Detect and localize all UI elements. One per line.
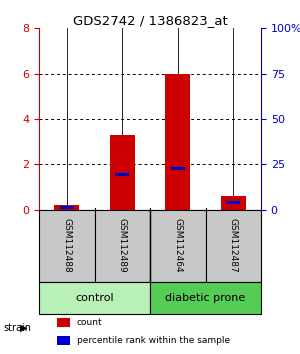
Bar — [39, 282, 150, 314]
Bar — [94, 210, 150, 282]
Text: GSM112487: GSM112487 — [229, 218, 238, 273]
Bar — [39, 210, 94, 282]
Bar — [165, 74, 190, 210]
Text: strain: strain — [3, 323, 31, 333]
Text: percentile rank within the sample: percentile rank within the sample — [77, 336, 230, 345]
Bar — [171, 167, 185, 171]
Bar — [226, 201, 240, 204]
Bar — [206, 210, 261, 282]
Bar — [57, 336, 70, 345]
Text: GSM112488: GSM112488 — [62, 218, 71, 273]
Text: count: count — [77, 318, 102, 327]
Bar — [110, 135, 135, 210]
Bar — [115, 173, 129, 176]
Bar — [57, 318, 70, 327]
Text: GSM112464: GSM112464 — [173, 218, 182, 273]
Text: GSM112489: GSM112489 — [118, 218, 127, 273]
Text: diabetic prone: diabetic prone — [165, 293, 246, 303]
Bar — [150, 282, 261, 314]
Bar — [221, 196, 246, 210]
Text: control: control — [75, 293, 114, 303]
Bar — [150, 210, 206, 282]
Bar — [60, 206, 74, 209]
Text: ▶: ▶ — [20, 323, 27, 333]
Bar — [54, 205, 79, 210]
Title: GDS2742 / 1386823_at: GDS2742 / 1386823_at — [73, 14, 227, 27]
